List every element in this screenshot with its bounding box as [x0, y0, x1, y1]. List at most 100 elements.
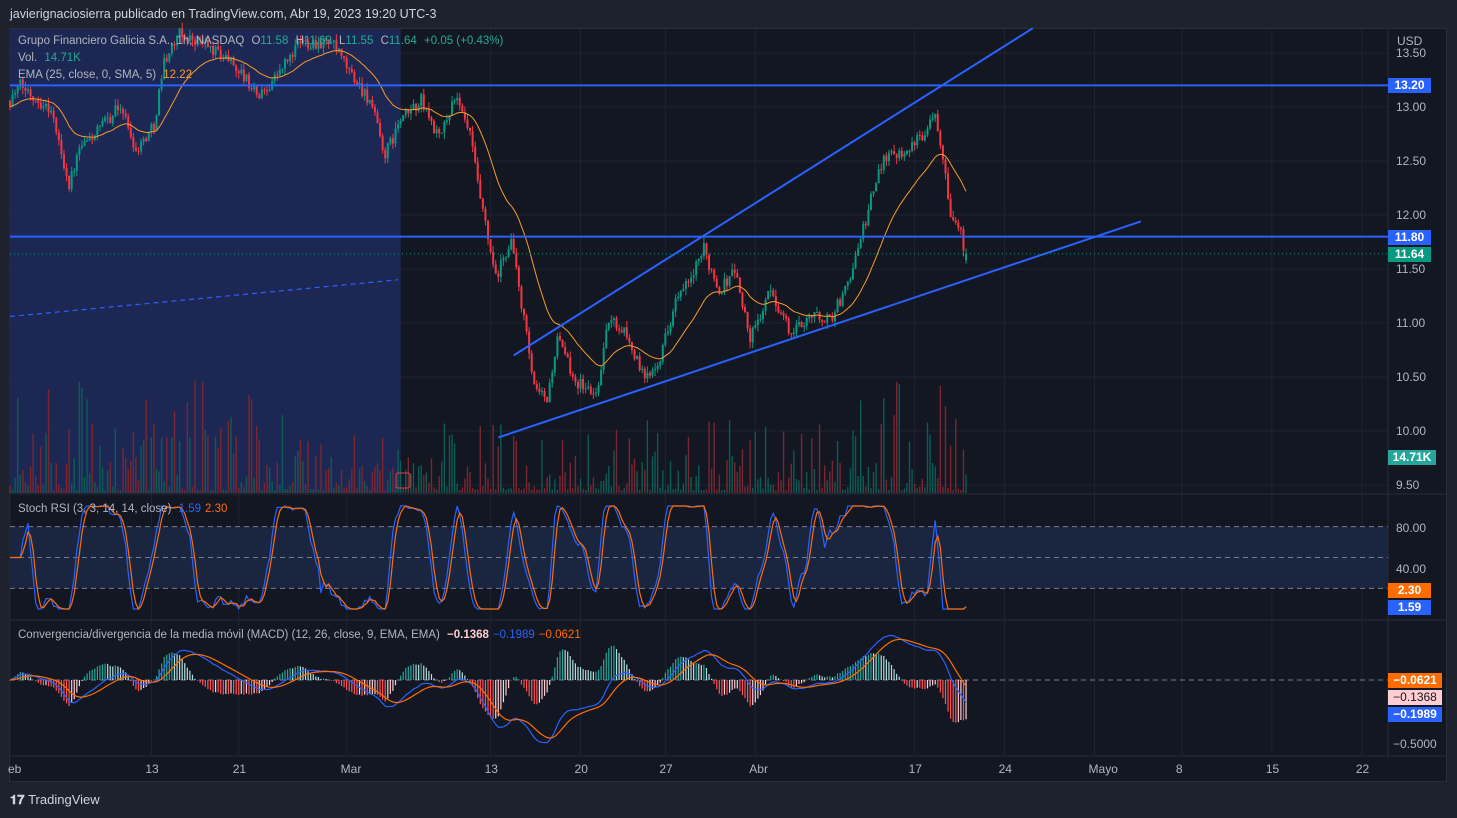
candle-body: [350, 68, 353, 73]
macd-histogram-bar: [42, 680, 45, 686]
macd-histogram-bar: [824, 677, 826, 680]
macd-histogram-bar: [708, 674, 710, 680]
volume-legend[interactable]: Vol. 14.71K: [18, 52, 81, 64]
macd-histogram-bar: [281, 672, 284, 680]
candle-body: [26, 89, 29, 91]
candle-body: [713, 270, 716, 279]
macd-histogram-bar: [502, 680, 505, 703]
volume-bar: [829, 471, 831, 493]
candle-body: [803, 325, 806, 328]
symbol-legend[interactable]: Grupo Financiero Galicia S.A., 1h, NASDA…: [18, 35, 504, 47]
macd-histogram-bar: [127, 676, 129, 680]
volume-bar: [250, 399, 253, 493]
macd-histogram-bar: [286, 669, 289, 680]
candle-body: [499, 260, 502, 277]
volume-bar: [451, 434, 453, 493]
volume-bar: [325, 470, 327, 493]
volume-bar: [32, 433, 34, 493]
macd-histogram-bar: [505, 680, 507, 696]
time-axis-label: 17: [908, 762, 922, 776]
macd-histogram-bar: [746, 680, 749, 703]
volume-bar: [137, 480, 140, 493]
time-axis-label: Mar: [340, 762, 362, 776]
macd-histogram-bar: [644, 680, 646, 692]
macd-histogram-bar: [754, 680, 756, 703]
candle-body: [841, 293, 844, 306]
candle-body: [224, 55, 227, 59]
macd-histogram-bar: [513, 676, 515, 680]
volume-bar: [184, 489, 186, 493]
volume-bar: [389, 471, 392, 493]
macd-histogram-bar: [71, 680, 73, 703]
macd-histogram-bar: [921, 680, 923, 689]
volume-bar: [523, 488, 525, 493]
volume-bar: [384, 489, 386, 493]
tradingview-logo[interactable]: 𝟏𝟕 TradingView: [10, 792, 100, 807]
macd-histogram-bar: [402, 671, 404, 680]
macd-value: −0.1989: [492, 629, 535, 641]
low-value: 11.55: [345, 35, 374, 47]
candle-body: [905, 150, 908, 154]
volume-bar: [407, 457, 410, 493]
candle-body: [790, 333, 793, 335]
candle-body: [322, 37, 325, 48]
macd-histogram-bar: [474, 680, 476, 693]
candle-body: [695, 261, 698, 276]
volume-bar: [649, 489, 651, 493]
candle-body: [129, 127, 132, 137]
macd-legend[interactable]: Convergencia/divergencia de la media móv…: [18, 629, 581, 641]
candle-body: [165, 58, 168, 62]
macd-signal-line: [9, 638, 967, 739]
macd-histogram-bar: [232, 680, 235, 694]
volume-bar: [777, 472, 780, 493]
ema-line: [9, 50, 967, 367]
macd-histogram-bar: [695, 662, 697, 680]
macd-histogram-bar: [245, 680, 248, 694]
macd-histogram-bar: [842, 670, 844, 680]
candle-body: [643, 368, 646, 379]
macd-histogram-bar: [376, 680, 379, 696]
candle-body: [584, 388, 587, 390]
volume-bar: [294, 456, 296, 493]
macd-histogram-bar: [477, 680, 479, 699]
candle-body: [638, 356, 641, 371]
macd-histogram-bar: [911, 680, 913, 688]
macd-histogram-bar: [150, 680, 152, 681]
macd-histogram-bar: [158, 669, 160, 680]
volume-bar: [898, 383, 900, 493]
candle-body: [404, 109, 407, 116]
macd-histogram-bar: [466, 679, 469, 680]
volume-bar: [708, 421, 710, 493]
candle-body: [415, 103, 418, 111]
volume-bar: [546, 477, 548, 493]
macd-histogram-bar: [677, 657, 679, 680]
volume-bar: [415, 487, 417, 493]
candle-body: [589, 386, 592, 394]
candle-body: [186, 37, 189, 42]
time-axis-label: 24: [998, 762, 1012, 776]
volume-bar: [482, 485, 484, 493]
volume-bar: [150, 437, 153, 493]
candle-body: [335, 40, 338, 52]
ema-legend[interactable]: EMA (25, close, 0, SMA, 5) 12.22: [18, 69, 193, 81]
volume-bar: [358, 468, 361, 493]
volume-bar: [531, 489, 533, 493]
volume-bar: [582, 488, 584, 493]
volume-bar: [477, 489, 479, 493]
macd-histogram-bar: [952, 680, 954, 723]
candle-body: [487, 220, 490, 240]
candle-body: [887, 152, 890, 162]
macd-histogram-bar: [320, 678, 322, 680]
macd-histogram-bar: [22, 672, 24, 680]
candle-body: [911, 142, 914, 151]
volume-bar: [651, 456, 654, 493]
candle-body: [14, 93, 17, 95]
macd-histogram-bar: [600, 666, 602, 680]
candle-body: [700, 256, 703, 259]
stoch-legend[interactable]: Stoch RSI (3, 3, 14, 14, close) 1.59 2.30: [18, 503, 228, 515]
volume-bar: [222, 489, 225, 493]
candle-body: [132, 136, 135, 148]
volume-bar: [631, 464, 633, 493]
candle-body: [952, 216, 955, 221]
